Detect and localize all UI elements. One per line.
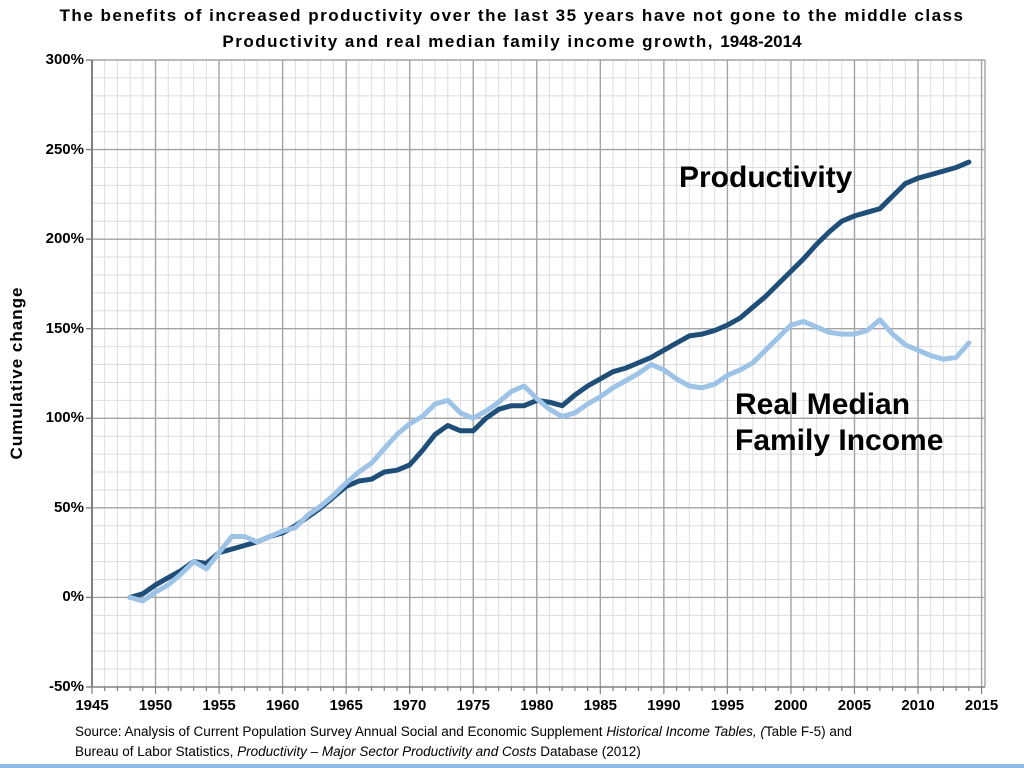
source-line2-end: Database (2012) — [536, 743, 641, 759]
source-line1-italic: Historical Income Tables, ( — [606, 724, 765, 739]
source-line2-italic: Productivity – Major Sector Productivity… — [237, 743, 537, 759]
source-line1-end: Table F-5) and — [764, 724, 852, 739]
source-note: Source: Analysis of Current Population S… — [75, 722, 852, 761]
chart-title: The benefits of increased productivity o… — [0, 6, 1024, 26]
source-line2: Bureau of Labor Statistics, — [75, 743, 238, 759]
bottom-accent-bar — [0, 764, 1024, 768]
chart-title-text: The benefits of increased productivity o… — [59, 6, 965, 25]
income-series-label: Real Median Family Income — [735, 388, 944, 457]
source-line1: Source: Analysis of Current Population S… — [75, 724, 607, 739]
chart-subtitle: Productivity and real median family inco… — [0, 32, 1024, 52]
chart-subtitle-text: Productivity and real median family inco… — [222, 32, 715, 51]
income-line — [127, 317, 972, 604]
productivity-series-label: Productivity — [679, 161, 853, 194]
y-axis-title: Cumulative change — [7, 286, 26, 460]
chart-subtitle-years: 1948-2014 — [720, 32, 802, 51]
